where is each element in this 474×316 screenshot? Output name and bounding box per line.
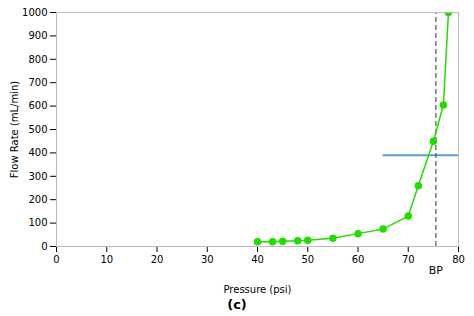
svg-text:80: 80 — [452, 254, 465, 265]
svg-text:0: 0 — [41, 241, 47, 252]
svg-text:Pressure (psi): Pressure (psi) — [223, 284, 291, 295]
svg-text:Flow Rate (mL/min): Flow Rate (mL/min) — [9, 81, 20, 179]
svg-text:BP: BP — [429, 264, 444, 277]
svg-text:1000: 1000 — [22, 7, 47, 18]
svg-text:700: 700 — [28, 77, 47, 88]
svg-text:30: 30 — [201, 254, 214, 265]
svg-text:800: 800 — [28, 54, 47, 65]
svg-text:50: 50 — [301, 254, 314, 265]
svg-text:300: 300 — [28, 171, 47, 182]
svg-text:0: 0 — [53, 254, 59, 265]
svg-text:20: 20 — [151, 254, 164, 265]
svg-text:400: 400 — [28, 147, 47, 158]
svg-text:600: 600 — [28, 100, 47, 111]
svg-text:500: 500 — [28, 124, 47, 135]
svg-text:900: 900 — [28, 30, 47, 41]
svg-text:100: 100 — [28, 217, 47, 228]
svg-text:60: 60 — [352, 254, 365, 265]
html-text:(c): (c) — [227, 297, 247, 312]
svg-text:40: 40 — [251, 254, 264, 265]
svg-text:200: 200 — [28, 194, 47, 205]
svg-text:70: 70 — [402, 254, 415, 265]
svg-text:10: 10 — [100, 254, 113, 265]
